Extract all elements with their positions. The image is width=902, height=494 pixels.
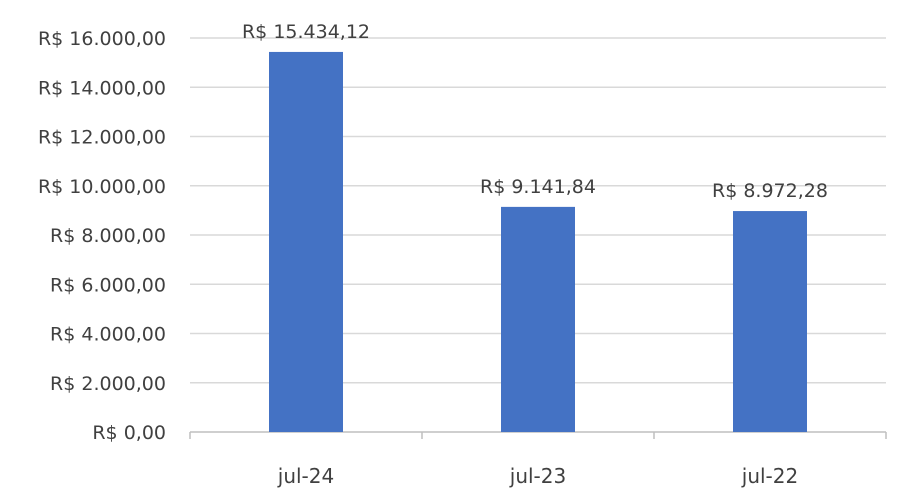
x-axis-category-labels: jul-24 jul-23 jul-22 [277, 464, 798, 488]
y-axis-tick-labels: R$ 0,00 R$ 2.000,00 R$ 4.000,00 R$ 6.000,00… [38, 28, 166, 444]
y-tick-label: R$ 6.000,00 [50, 274, 166, 296]
bar [733, 211, 807, 432]
data-label: R$ 9.141,84 [480, 176, 596, 198]
y-tick-label: R$ 14.000,00 [38, 77, 166, 99]
data-labels: R$ 15.434,12 R$ 9.141,84 R$ 8.972,28 [242, 21, 828, 202]
bars [269, 51, 807, 433]
data-label: R$ 15.434,12 [242, 21, 370, 43]
y-tick-label: R$ 10.000,00 [38, 176, 166, 198]
y-tick-label: R$ 4.000,00 [50, 324, 166, 346]
x-category-label: jul-23 [509, 464, 566, 488]
y-tick-label: R$ 16.000,00 [38, 28, 166, 50]
x-category-label: jul-22 [741, 464, 798, 488]
x-axis [189, 431, 887, 439]
x-category-label: jul-24 [277, 464, 334, 488]
bar [269, 51, 343, 433]
y-tick-label: R$ 0,00 [92, 422, 166, 444]
y-tick-label: R$ 12.000,00 [38, 127, 166, 149]
bar [501, 206, 575, 432]
y-tick-label: R$ 2.000,00 [50, 373, 166, 395]
data-label: R$ 8.972,28 [712, 180, 828, 202]
y-tick-label: R$ 8.000,00 [50, 225, 166, 247]
